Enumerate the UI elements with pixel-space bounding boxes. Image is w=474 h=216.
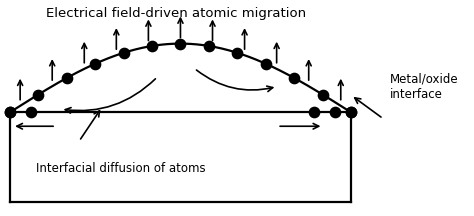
Point [262, 62, 270, 65]
Point [347, 111, 355, 114]
Point [319, 93, 327, 96]
Point [91, 62, 99, 65]
Point [63, 76, 71, 80]
Point [205, 44, 213, 48]
Point [27, 111, 35, 114]
Text: Interfacial diffusion of atoms: Interfacial diffusion of atoms [36, 162, 205, 175]
Point [347, 111, 355, 114]
Point [177, 42, 184, 45]
Point [234, 51, 241, 55]
Point [291, 76, 298, 80]
Text: Electrical field-driven atomic migration: Electrical field-driven atomic migration [46, 7, 306, 20]
Point [6, 111, 14, 114]
Text: Metal/oxide
interface: Metal/oxide interface [390, 73, 459, 100]
Point [35, 93, 42, 96]
Point [6, 111, 14, 114]
Point [148, 44, 156, 48]
Point [310, 111, 318, 114]
Point [331, 111, 338, 114]
Point [120, 51, 128, 55]
